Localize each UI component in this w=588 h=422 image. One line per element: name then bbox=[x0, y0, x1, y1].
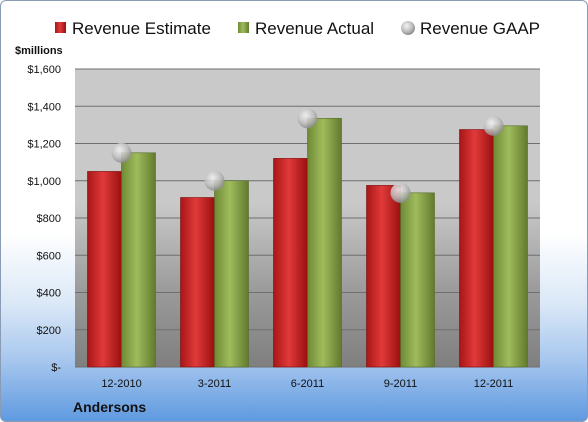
legend: Revenue Estimate Revenue Actual Revenue … bbox=[55, 19, 540, 38]
y-tick-label: $200 bbox=[37, 325, 61, 337]
x-tick-label: 12-2011 bbox=[474, 378, 514, 390]
legend-item-revenue-actual: Revenue Actual bbox=[238, 19, 374, 38]
legend-marker-revenue-gaap bbox=[401, 21, 415, 35]
y-tick-label: $600 bbox=[37, 250, 61, 262]
bar-revenue-actual bbox=[307, 118, 342, 368]
marker-revenue-gaap bbox=[390, 182, 411, 203]
bars bbox=[87, 118, 528, 368]
bar-revenue-estimate bbox=[459, 129, 494, 368]
legend-item-revenue-estimate: Revenue Estimate bbox=[55, 19, 211, 38]
marker-revenue-gaap bbox=[483, 115, 504, 136]
legend-label-revenue-estimate: Revenue Estimate bbox=[72, 19, 211, 38]
y-axis-unit-label: $millions bbox=[15, 45, 63, 57]
y-tick-label: $800 bbox=[37, 213, 61, 225]
legend-item-revenue-gaap: Revenue GAAP bbox=[401, 19, 540, 38]
legend-swatch-revenue-estimate bbox=[55, 22, 66, 33]
y-tick-label: $1,400 bbox=[27, 101, 61, 113]
legend-label-revenue-actual: Revenue Actual bbox=[255, 19, 374, 38]
y-tick-label: $1,200 bbox=[27, 139, 61, 151]
marker-revenue-gaap bbox=[111, 142, 132, 163]
y-tick-labels: $- $200 $400 $600 $800 $1,000 $1,200 $1,400 $1,6… bbox=[27, 64, 61, 374]
bar-revenue-actual bbox=[214, 180, 249, 368]
marker-revenue-gaap bbox=[297, 108, 318, 129]
x-tick-label: 12-2010 bbox=[101, 378, 141, 390]
bar-revenue-estimate bbox=[366, 185, 401, 368]
x-tick-label: 3-2011 bbox=[198, 378, 231, 390]
legend-label-revenue-gaap: Revenue GAAP bbox=[420, 19, 540, 38]
bar-revenue-estimate bbox=[273, 158, 308, 368]
bar-revenue-actual bbox=[121, 152, 156, 368]
y-tick-label: $- bbox=[51, 362, 61, 374]
x-tick-label: 6-2011 bbox=[291, 378, 324, 390]
bar-revenue-estimate bbox=[87, 171, 122, 368]
gaap-markers bbox=[111, 108, 504, 203]
y-tick-label: $400 bbox=[37, 288, 61, 300]
x-tick-labels: 12-2010 3-2011 6-2011 9-2011 12-2011 bbox=[101, 378, 513, 390]
legend-swatch-revenue-actual bbox=[238, 22, 249, 33]
y-tick-label: $1,600 bbox=[27, 64, 61, 76]
x-tick-label: 9-2011 bbox=[384, 378, 417, 390]
bar-revenue-actual bbox=[493, 125, 528, 368]
bar-revenue-estimate bbox=[180, 197, 215, 368]
company-name: Andersons bbox=[73, 399, 146, 415]
marker-revenue-gaap bbox=[204, 170, 225, 191]
y-tick-label: $1,000 bbox=[27, 176, 61, 188]
bar-revenue-actual bbox=[400, 192, 435, 368]
